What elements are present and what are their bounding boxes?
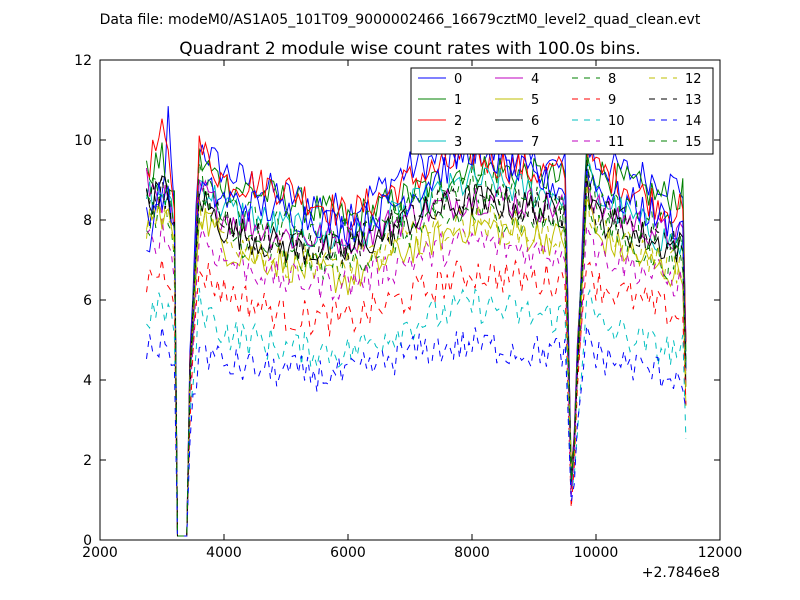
legend-label-14: 14	[685, 114, 702, 129]
legend-label-3: 3	[454, 135, 462, 150]
series-line-12	[146, 177, 687, 537]
y-tick-label: 12	[74, 53, 92, 69]
series-line-13	[146, 159, 687, 537]
series-layer	[146, 106, 687, 537]
y-tick-label: 0	[83, 533, 92, 549]
series-line-2	[146, 118, 687, 537]
legend-label-0: 0	[454, 72, 462, 87]
x-tick-label: 8000	[454, 545, 490, 561]
y-tick-label: 6	[83, 293, 92, 309]
legend-label-6: 6	[531, 114, 539, 129]
series-line-8	[146, 195, 687, 537]
legend-label-2: 2	[454, 114, 462, 129]
x-tick-label: 12000	[698, 545, 743, 561]
x-offset-label: +2.7846e8	[642, 565, 720, 581]
legend-label-1: 1	[454, 93, 462, 108]
series-line-15	[146, 151, 687, 537]
legend-label-4: 4	[531, 72, 539, 87]
y-tick-label: 8	[83, 213, 92, 229]
series-line-14	[146, 325, 687, 537]
x-tick-label: 4000	[206, 545, 242, 561]
legend-label-15: 15	[685, 135, 702, 150]
series-line-7	[146, 134, 687, 537]
series-line-0	[146, 106, 687, 537]
x-tick-label: 6000	[330, 545, 366, 561]
y-tick-label: 10	[74, 133, 92, 149]
legend-label-9: 9	[608, 93, 616, 108]
legend-label-5: 5	[531, 93, 539, 108]
legend-label-7: 7	[531, 135, 539, 150]
series-line-11	[146, 218, 687, 537]
legend-label-12: 12	[685, 72, 702, 87]
legend-box	[410, 67, 714, 155]
legend-label-11: 11	[608, 135, 625, 150]
chart-title: Quadrant 2 module wise count rates with …	[179, 39, 640, 59]
legend-label-10: 10	[608, 114, 625, 129]
series-line-3	[146, 161, 687, 537]
suptitle: Data file: modeM0/AS1A05_101T09_90000024…	[100, 12, 701, 28]
legend-label-8: 8	[608, 72, 616, 87]
legend-label-13: 13	[685, 93, 702, 108]
x-axis: 2000 4000 6000 8000 10000 12000	[82, 60, 742, 561]
y-tick-label: 4	[83, 373, 92, 389]
y-tick-label: 2	[83, 453, 92, 469]
x-tick-label: 10000	[574, 545, 619, 561]
series-line-9	[146, 258, 687, 537]
x-tick-label: 2000	[82, 545, 118, 561]
